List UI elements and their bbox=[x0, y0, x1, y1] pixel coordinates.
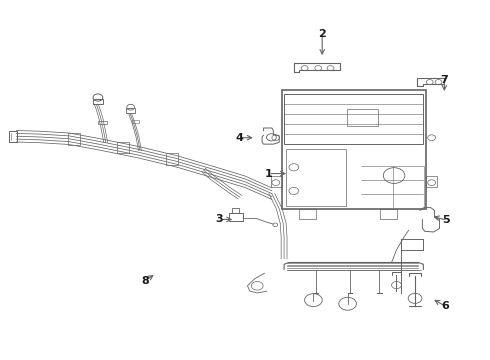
Bar bbox=[426, 176, 437, 188]
Bar bbox=[132, 120, 139, 123]
Bar bbox=[299, 209, 316, 219]
Bar bbox=[282, 90, 426, 209]
Bar bbox=[286, 149, 346, 206]
Bar bbox=[98, 121, 107, 125]
Text: 5: 5 bbox=[442, 215, 450, 225]
Bar bbox=[380, 209, 397, 219]
Bar bbox=[93, 99, 103, 104]
Text: 3: 3 bbox=[216, 215, 223, 224]
Bar bbox=[346, 109, 378, 126]
Bar bbox=[271, 176, 282, 188]
Text: 8: 8 bbox=[141, 276, 148, 286]
Text: 7: 7 bbox=[441, 75, 448, 85]
Bar bbox=[166, 153, 177, 165]
Text: 2: 2 bbox=[318, 29, 326, 39]
Text: 6: 6 bbox=[441, 301, 449, 311]
Bar bbox=[284, 94, 423, 144]
Text: 1: 1 bbox=[265, 168, 272, 179]
Bar bbox=[9, 131, 17, 142]
Bar bbox=[68, 134, 80, 145]
Text: 4: 4 bbox=[235, 133, 243, 143]
Bar bbox=[117, 142, 129, 153]
Bar bbox=[126, 108, 135, 113]
Bar bbox=[229, 213, 243, 221]
